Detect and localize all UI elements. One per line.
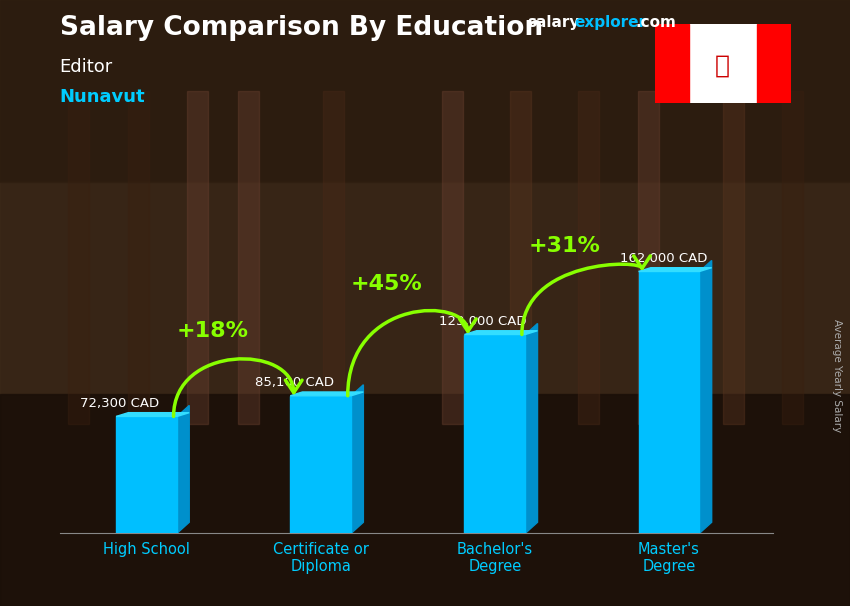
Text: Editor: Editor (60, 58, 113, 76)
Polygon shape (525, 324, 537, 533)
Bar (187, 91, 208, 424)
Polygon shape (638, 271, 700, 533)
Text: +45%: +45% (351, 274, 422, 294)
Bar (722, 91, 744, 424)
Text: salary: salary (527, 15, 580, 30)
Bar (323, 91, 344, 424)
Polygon shape (116, 416, 177, 533)
Text: 🍁: 🍁 (715, 53, 730, 78)
Bar (638, 91, 659, 424)
Polygon shape (700, 261, 711, 533)
Bar (756, 24, 790, 103)
Text: +18%: +18% (177, 321, 249, 341)
FancyArrowPatch shape (173, 359, 302, 416)
Polygon shape (177, 405, 190, 533)
Bar (0, 182, 850, 394)
Bar (442, 91, 463, 424)
Polygon shape (351, 385, 364, 533)
Text: Nunavut: Nunavut (60, 88, 145, 106)
FancyArrowPatch shape (348, 310, 476, 396)
Text: 162,000 CAD: 162,000 CAD (620, 252, 708, 265)
FancyArrowPatch shape (522, 256, 650, 335)
Text: 72,300 CAD: 72,300 CAD (81, 397, 160, 410)
Text: 123,000 CAD: 123,000 CAD (439, 315, 527, 328)
Text: 85,100 CAD: 85,100 CAD (254, 376, 333, 389)
Bar (0, 0, 850, 182)
Text: Salary Comparison By Education: Salary Comparison By Education (60, 15, 542, 41)
Bar (238, 91, 259, 424)
Bar (654, 24, 688, 103)
Text: +31%: +31% (529, 236, 600, 256)
Bar (782, 91, 803, 424)
Bar (68, 91, 89, 424)
Polygon shape (290, 392, 364, 396)
Polygon shape (464, 335, 525, 533)
Bar (128, 91, 149, 424)
Polygon shape (290, 396, 351, 533)
Text: .com: .com (636, 15, 677, 30)
Text: Average Yearly Salary: Average Yearly Salary (832, 319, 842, 432)
Polygon shape (638, 268, 711, 271)
Text: explorer: explorer (575, 15, 647, 30)
Bar (0, 394, 850, 606)
Polygon shape (116, 413, 190, 416)
Bar (578, 91, 599, 424)
Polygon shape (464, 331, 537, 335)
Bar (510, 91, 531, 424)
